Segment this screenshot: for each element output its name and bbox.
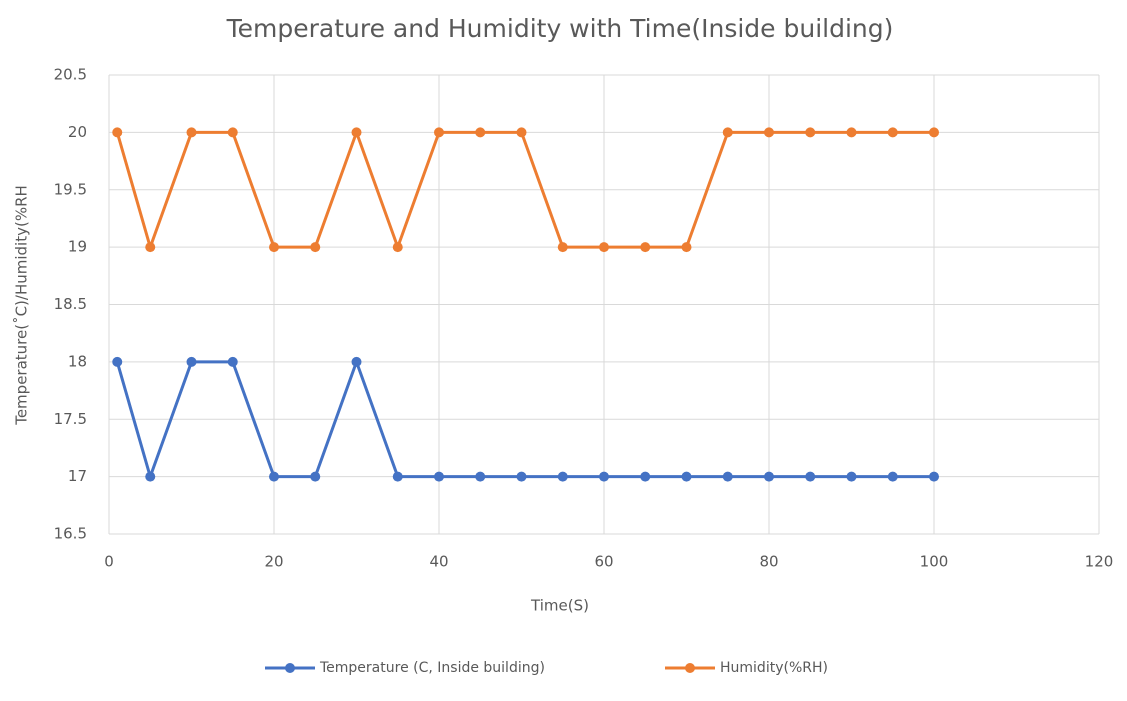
data-point bbox=[846, 127, 857, 138]
data-point bbox=[186, 356, 197, 367]
data-point bbox=[929, 127, 939, 138]
x-tick-label: 120 bbox=[1085, 553, 1114, 571]
y-tick-label: 17 bbox=[68, 467, 87, 485]
y-tick-label: 20 bbox=[68, 123, 87, 141]
y-tick-label: 16.5 bbox=[54, 525, 87, 543]
y-tick-label: 19.5 bbox=[54, 180, 87, 198]
data-point bbox=[269, 242, 279, 253]
x-tick-label: 80 bbox=[759, 553, 778, 571]
data-point bbox=[145, 242, 156, 253]
y-tick-label: 18.5 bbox=[54, 295, 87, 313]
data-point bbox=[186, 127, 197, 138]
data-point bbox=[557, 471, 568, 482]
data-point bbox=[599, 471, 609, 482]
y-axis-label: Temperature(˚C)/Humidity(%RH bbox=[13, 185, 31, 426]
data-point bbox=[640, 471, 651, 482]
data-point bbox=[227, 356, 238, 367]
data-point bbox=[681, 471, 692, 482]
data-point bbox=[805, 127, 816, 138]
chart-title: Temperature and Humidity with Time(Insid… bbox=[226, 14, 894, 43]
data-point bbox=[351, 356, 362, 367]
legend-marker bbox=[685, 663, 695, 673]
data-point bbox=[112, 356, 123, 367]
data-point bbox=[392, 242, 403, 253]
x-tick-label: 100 bbox=[920, 553, 949, 571]
legend-label: Humidity(%RH) bbox=[720, 660, 828, 676]
data-point bbox=[681, 242, 692, 253]
data-point bbox=[269, 471, 279, 482]
y-tick-label: 17.5 bbox=[54, 410, 87, 428]
y-tick-label: 20.5 bbox=[54, 66, 87, 84]
data-point bbox=[929, 471, 939, 482]
data-point bbox=[392, 471, 403, 482]
data-point bbox=[887, 127, 898, 138]
x-axis-label: Time(S) bbox=[530, 597, 589, 615]
data-point bbox=[764, 127, 774, 138]
data-point bbox=[475, 127, 486, 138]
data-point bbox=[722, 471, 733, 482]
data-point bbox=[351, 127, 362, 138]
data-point bbox=[475, 471, 486, 482]
x-tick-label: 20 bbox=[264, 553, 283, 571]
data-point bbox=[434, 471, 444, 482]
data-point bbox=[516, 127, 527, 138]
legend-label: Temperature (C, Inside building) bbox=[319, 660, 545, 676]
data-point bbox=[310, 242, 321, 253]
data-point bbox=[722, 127, 733, 138]
x-tick-label: 40 bbox=[429, 553, 448, 571]
data-point bbox=[805, 471, 816, 482]
data-point bbox=[764, 471, 774, 482]
data-point bbox=[227, 127, 238, 138]
data-point bbox=[846, 471, 857, 482]
data-point bbox=[557, 242, 568, 253]
x-tick-label: 60 bbox=[594, 553, 613, 571]
data-point bbox=[640, 242, 651, 253]
x-tick-label: 0 bbox=[104, 553, 114, 571]
data-point bbox=[516, 471, 527, 482]
data-point bbox=[887, 471, 898, 482]
data-point bbox=[599, 242, 609, 253]
legend-marker bbox=[285, 663, 295, 673]
y-tick-label: 18 bbox=[68, 352, 87, 370]
data-point bbox=[145, 471, 156, 482]
data-point bbox=[310, 471, 321, 482]
data-point bbox=[434, 127, 444, 138]
data-point bbox=[112, 127, 123, 138]
y-tick-label: 19 bbox=[68, 238, 87, 256]
